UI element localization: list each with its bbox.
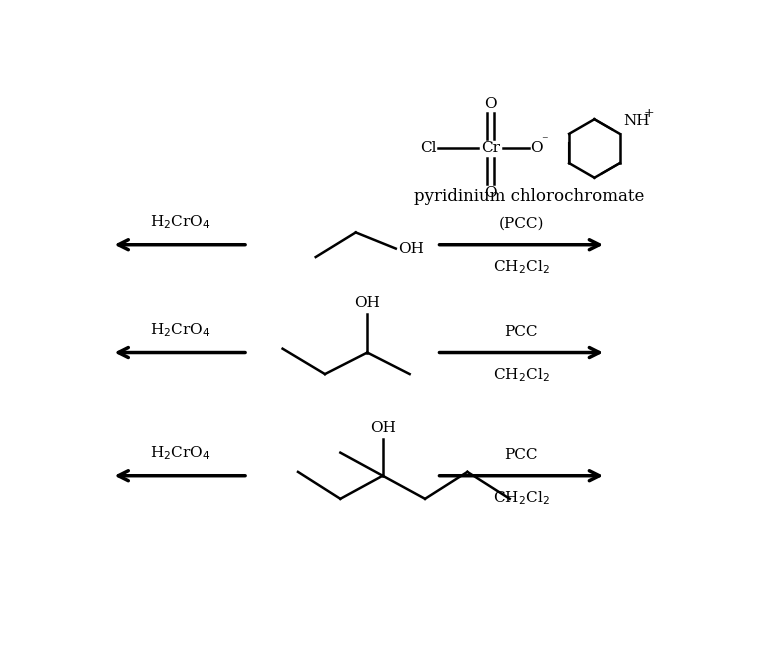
Text: H$_2$CrO$_4$: H$_2$CrO$_4$ — [150, 321, 210, 338]
Text: H$_2$CrO$_4$: H$_2$CrO$_4$ — [150, 444, 210, 462]
Text: O: O — [484, 97, 497, 111]
Text: OH: OH — [370, 421, 396, 435]
Text: O: O — [484, 186, 497, 200]
Text: OH: OH — [354, 296, 380, 310]
Text: H$_2$CrO$_4$: H$_2$CrO$_4$ — [150, 213, 210, 231]
Text: CH$_2$Cl$_2$: CH$_2$Cl$_2$ — [493, 259, 550, 276]
Text: CH$_2$Cl$_2$: CH$_2$Cl$_2$ — [493, 366, 550, 384]
Text: (PCC): (PCC) — [499, 217, 544, 231]
Text: pyridinium chlorochromate: pyridinium chlorochromate — [414, 188, 644, 206]
Text: Cr: Cr — [481, 142, 500, 155]
Text: O: O — [531, 142, 543, 155]
Text: PCC: PCC — [505, 448, 538, 462]
Text: NH: NH — [624, 114, 650, 127]
Text: CH$_2$Cl$_2$: CH$_2$Cl$_2$ — [493, 490, 550, 507]
Text: Cl: Cl — [420, 142, 436, 155]
Text: OH: OH — [398, 241, 424, 256]
Text: ⁻: ⁻ — [542, 135, 548, 148]
Text: +: + — [644, 107, 654, 120]
Text: PCC: PCC — [505, 325, 538, 338]
